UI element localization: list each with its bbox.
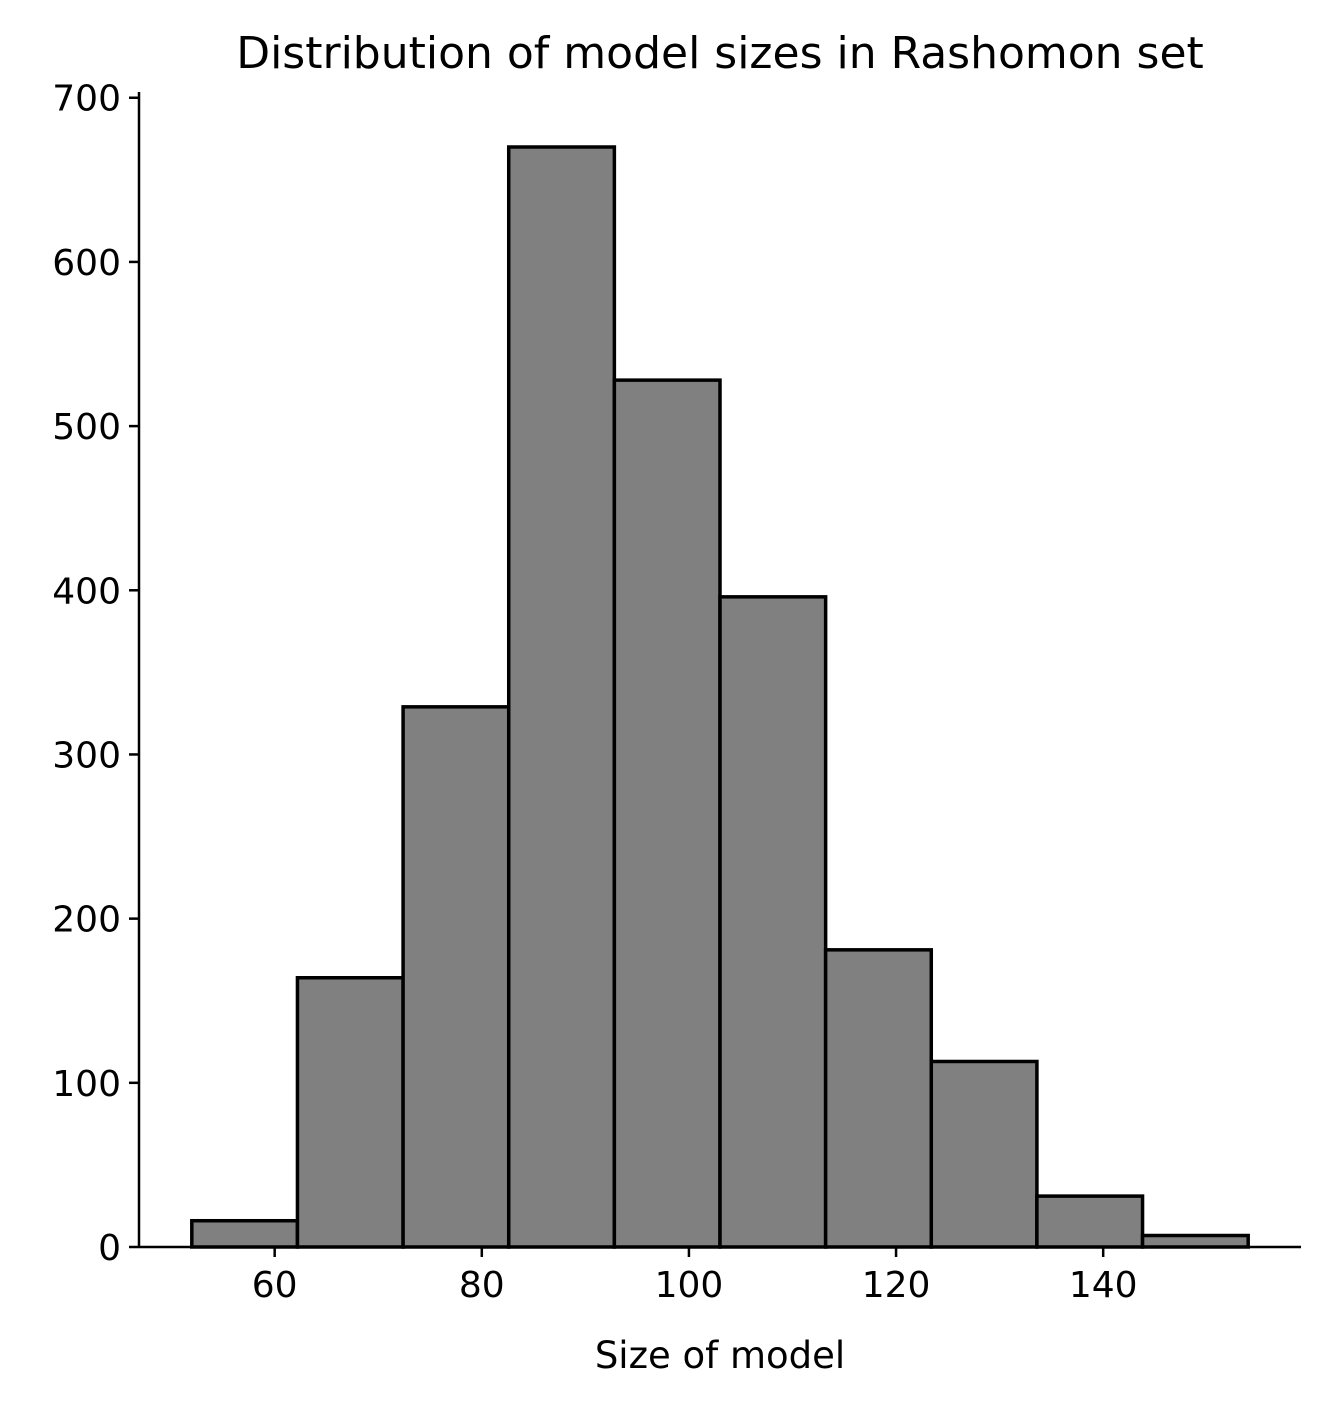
x-tick-label: 120 — [862, 1265, 931, 1306]
bars-group — [190, 145, 1250, 1249]
y-tick-label: 400 — [52, 571, 121, 612]
y-tick-label: 300 — [52, 735, 121, 776]
x-axis-label: Size of model — [595, 1334, 845, 1377]
histogram-bar-5 — [612, 378, 722, 1249]
histogram-bar-1 — [190, 1218, 300, 1249]
chart-title: Distribution of model sizes in Rashomon … — [236, 28, 1204, 79]
histogram-bar-6 — [718, 595, 828, 1249]
y-tick-label: 100 — [52, 1064, 121, 1105]
y-tick-label: 200 — [52, 900, 121, 941]
histogram-bar-10 — [1140, 1233, 1250, 1249]
y-ticks-group: 0 100 200 300 400 500 600 700 — [52, 79, 139, 1269]
y-tick-label: 700 — [52, 79, 121, 120]
y-tick-label: 600 — [52, 243, 121, 284]
histogram-bar-3 — [401, 705, 511, 1249]
x-tick-label: 140 — [1069, 1265, 1138, 1306]
x-tick-label: 60 — [252, 1265, 298, 1306]
histogram-bar-4 — [506, 145, 617, 1249]
histogram-bar-8 — [929, 1059, 1039, 1249]
x-tick-label: 100 — [655, 1265, 724, 1306]
x-tick-label: 80 — [459, 1265, 505, 1306]
histogram-bar-9 — [1035, 1194, 1145, 1249]
histogram-bar-7 — [823, 948, 934, 1249]
y-tick-label: 0 — [98, 1228, 121, 1269]
histogram-bar-2 — [295, 975, 405, 1249]
x-ticks-group: 60 80 100 120 140 — [252, 1247, 1138, 1306]
y-tick-label: 500 — [52, 407, 121, 448]
